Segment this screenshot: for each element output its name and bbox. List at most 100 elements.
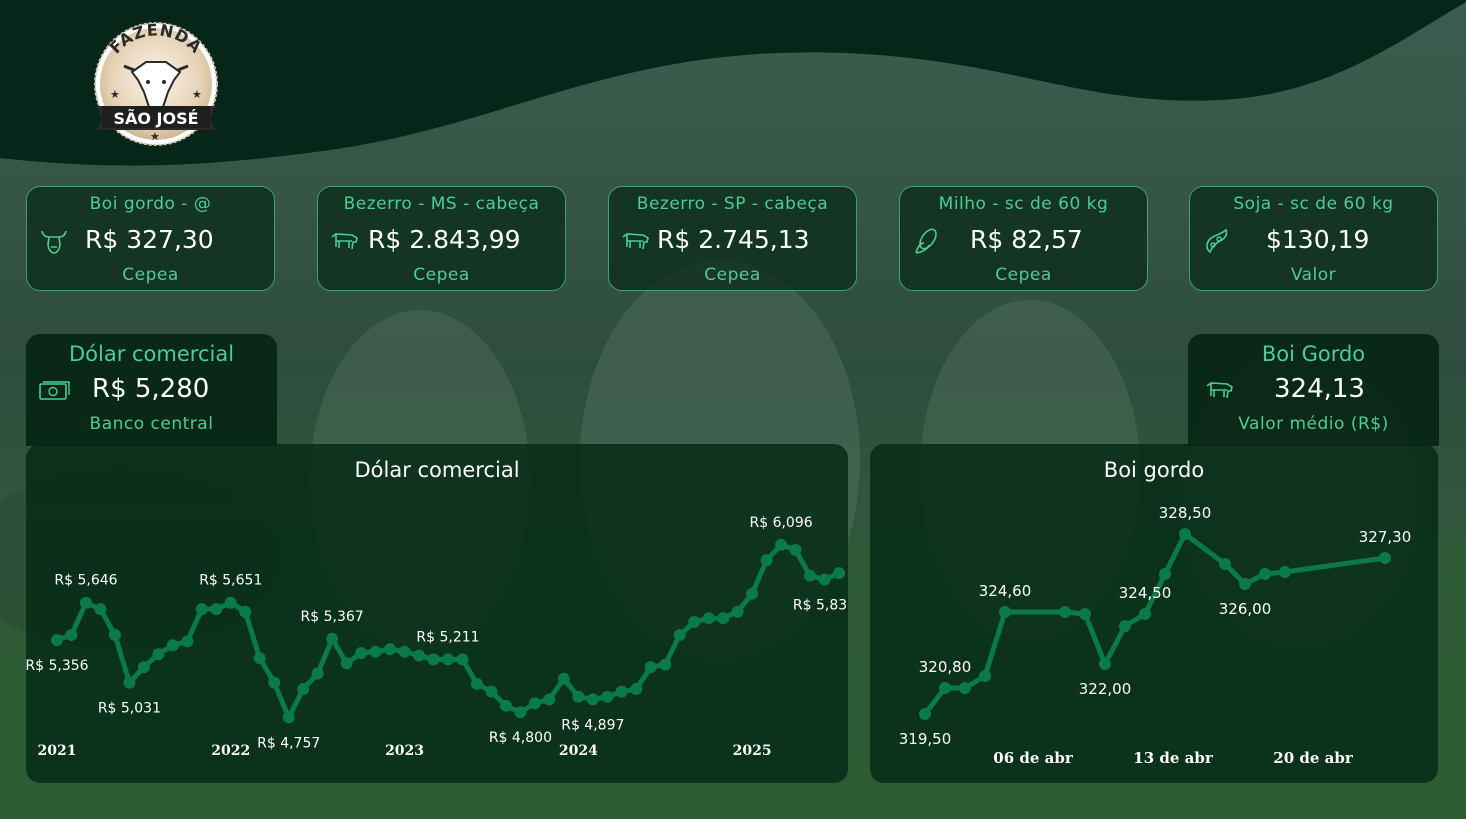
data-point[interactable] bbox=[999, 606, 1011, 618]
card-value: R$ 327,30 bbox=[85, 225, 214, 254]
data-point[interactable] bbox=[355, 646, 368, 659]
data-point[interactable] bbox=[586, 693, 599, 706]
data-point[interactable] bbox=[137, 661, 150, 674]
data-point[interactable] bbox=[1279, 566, 1291, 578]
data-point[interactable] bbox=[297, 683, 310, 696]
data-point[interactable] bbox=[65, 628, 78, 641]
data-point[interactable] bbox=[1179, 528, 1191, 540]
data-point[interactable] bbox=[804, 569, 817, 582]
data-point[interactable] bbox=[514, 706, 527, 719]
data-point[interactable] bbox=[572, 690, 585, 703]
data-point[interactable] bbox=[51, 634, 63, 647]
data-point[interactable] bbox=[195, 603, 208, 616]
chart-boi-panel: Boi gordo 319,50 320,80 324,60 322,00 324,50… bbox=[870, 444, 1438, 783]
data-point[interactable] bbox=[818, 573, 831, 586]
data-point[interactable] bbox=[979, 670, 991, 682]
x-tick-label: 2024 bbox=[559, 743, 598, 759]
data-point[interactable] bbox=[939, 682, 951, 694]
card-source: Cepea bbox=[122, 265, 179, 285]
card-soja: Soja - sc de 60 kg $130,19 Valor bbox=[1189, 186, 1438, 291]
data-point[interactable] bbox=[340, 657, 353, 670]
data-point[interactable] bbox=[369, 645, 382, 658]
data-point[interactable] bbox=[239, 605, 252, 618]
soybean-icon bbox=[1206, 228, 1228, 254]
data-point[interactable] bbox=[108, 628, 121, 641]
data-point[interactable] bbox=[253, 652, 266, 665]
data-label: 320,80 bbox=[919, 658, 972, 676]
data-point[interactable] bbox=[181, 635, 194, 648]
data-point[interactable] bbox=[615, 685, 628, 698]
card-source: Valor bbox=[1290, 265, 1337, 285]
data-point[interactable] bbox=[470, 677, 483, 690]
data-point[interactable] bbox=[543, 693, 556, 706]
svg-text:★: ★ bbox=[192, 88, 202, 101]
data-point[interactable] bbox=[166, 639, 179, 652]
data-point[interactable] bbox=[1079, 608, 1091, 620]
data-point[interactable] bbox=[485, 685, 498, 698]
data-point[interactable] bbox=[1159, 568, 1171, 580]
data-point[interactable] bbox=[499, 699, 512, 712]
data-label: R$ 5,651 bbox=[199, 573, 262, 589]
data-point[interactable] bbox=[1259, 568, 1271, 580]
data-point[interactable] bbox=[731, 605, 744, 618]
data-point[interactable] bbox=[282, 711, 295, 724]
data-point[interactable] bbox=[789, 543, 802, 556]
x-tick-label: 2025 bbox=[733, 743, 772, 759]
data-point[interactable] bbox=[123, 676, 136, 689]
data-point[interactable] bbox=[1219, 558, 1231, 570]
data-point[interactable] bbox=[326, 632, 339, 645]
data-label: R$ 5,832 bbox=[793, 598, 848, 614]
data-label: 327,30 bbox=[1359, 528, 1412, 546]
kpi-title: Dólar comercial bbox=[68, 342, 235, 366]
data-point[interactable] bbox=[601, 690, 614, 703]
data-point[interactable] bbox=[717, 612, 730, 625]
data-point[interactable] bbox=[673, 628, 686, 641]
bull-head-icon bbox=[41, 230, 67, 254]
data-point[interactable] bbox=[1099, 658, 1111, 670]
card-title: Bezerro - SP - cabeça bbox=[636, 194, 829, 214]
data-point[interactable] bbox=[833, 567, 845, 580]
data-point[interactable] bbox=[959, 682, 971, 694]
data-point[interactable] bbox=[210, 603, 223, 616]
data-point[interactable] bbox=[268, 676, 281, 689]
data-point[interactable] bbox=[413, 649, 426, 662]
x-tick-label: 06 de abr bbox=[993, 749, 1074, 767]
data-point[interactable] bbox=[456, 653, 469, 666]
data-point[interactable] bbox=[384, 643, 397, 656]
data-point[interactable] bbox=[1119, 620, 1131, 632]
data-point[interactable] bbox=[1059, 606, 1071, 618]
data-label: R$ 5,211 bbox=[416, 629, 479, 645]
data-point[interactable] bbox=[398, 645, 411, 658]
data-point[interactable] bbox=[1139, 608, 1151, 620]
x-tick-label: 13 de abr bbox=[1133, 749, 1214, 767]
data-point[interactable] bbox=[557, 672, 570, 685]
card-value: R$ 2.745,13 bbox=[657, 225, 810, 254]
data-point[interactable] bbox=[224, 596, 237, 609]
data-point[interactable] bbox=[630, 683, 643, 696]
data-point[interactable] bbox=[688, 616, 701, 629]
data-point[interactable] bbox=[152, 648, 165, 661]
data-point[interactable] bbox=[94, 603, 107, 616]
data-point[interactable] bbox=[919, 708, 931, 720]
corn-icon bbox=[915, 228, 937, 254]
chart-dolar: R$ 5,356 R$ 5,646 R$ 5,031 R$ 5,651 R$ 4,757… bbox=[26, 515, 848, 759]
data-point[interactable] bbox=[1239, 578, 1251, 590]
svg-text:★: ★ bbox=[110, 88, 120, 101]
data-point[interactable] bbox=[644, 661, 657, 674]
x-tick-label: 2021 bbox=[38, 743, 77, 759]
data-point[interactable] bbox=[775, 538, 788, 551]
data-point[interactable] bbox=[659, 658, 672, 671]
data-point[interactable] bbox=[1379, 552, 1391, 564]
card-value: R$ 2.843,99 bbox=[368, 225, 521, 254]
data-point[interactable] bbox=[442, 653, 454, 666]
data-point[interactable] bbox=[311, 667, 324, 680]
x-tick-label: 20 de abr bbox=[1273, 749, 1354, 767]
data-point[interactable] bbox=[702, 612, 715, 625]
data-label: R$ 4,897 bbox=[561, 717, 624, 733]
data-point[interactable] bbox=[760, 554, 773, 567]
data-point[interactable] bbox=[528, 697, 541, 710]
data-point[interactable] bbox=[427, 653, 440, 666]
data-point[interactable] bbox=[79, 596, 92, 609]
data-point[interactable] bbox=[746, 587, 759, 600]
kpi-source: Banco central bbox=[89, 414, 214, 434]
